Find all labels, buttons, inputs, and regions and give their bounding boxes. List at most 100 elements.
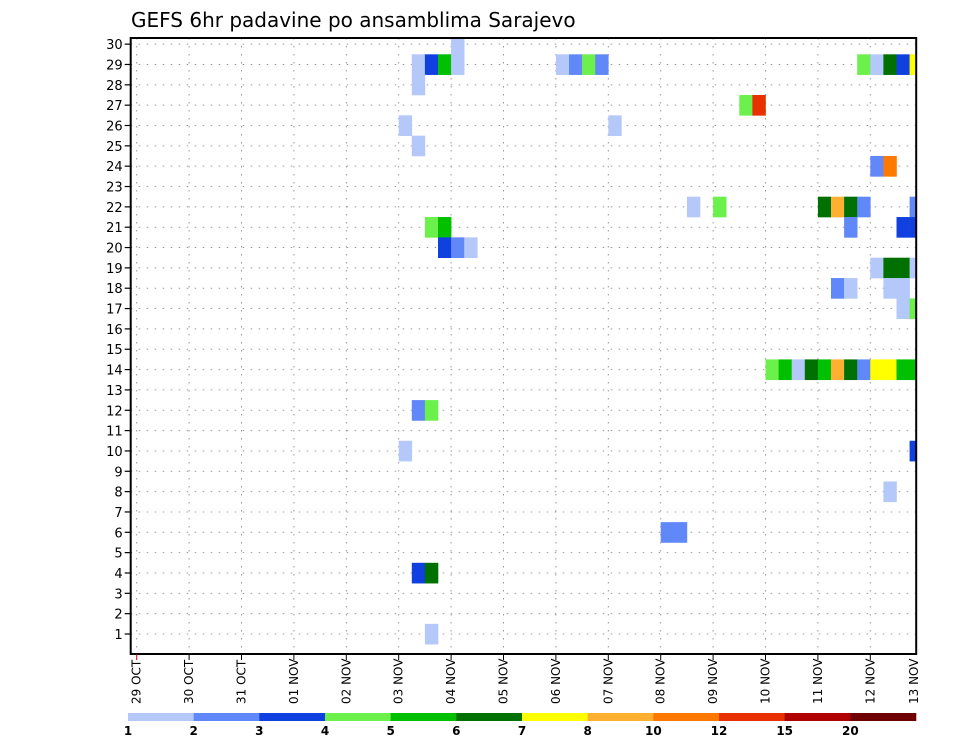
heatmap-cell — [844, 196, 858, 218]
heatmap-cell — [765, 359, 779, 381]
heatmap-cell — [739, 94, 753, 116]
heatmap-cell — [411, 74, 426, 96]
x-tick-label: 31 OCT — [235, 659, 249, 704]
colorbar-swatch — [522, 713, 588, 721]
y-tick-label: 17 — [106, 303, 123, 318]
heatmap-cell — [909, 217, 917, 238]
y-tick-label: 19 — [106, 262, 123, 277]
y-tick-label: 25 — [106, 140, 123, 155]
x-tick-label: 13 NOV — [907, 658, 921, 704]
heatmap-cell — [870, 54, 884, 75]
heatmap-cell — [424, 400, 439, 421]
heatmap-cell — [451, 54, 465, 75]
heatmap-cell — [883, 481, 897, 503]
y-tick-label: 28 — [106, 79, 123, 94]
x-tick-label: 29 OCT — [130, 659, 144, 704]
x-tick-label: 08 NOV — [654, 658, 668, 704]
heatmap-cell — [896, 278, 910, 299]
heatmap-cell — [713, 196, 727, 218]
heatmap-cell — [411, 400, 426, 421]
heatmap-cell — [752, 94, 766, 116]
heatmap-cell — [424, 54, 439, 75]
colorbar-label: 1 — [124, 724, 132, 738]
heatmap-cell — [883, 257, 897, 279]
y-tick-label: 20 — [106, 242, 123, 257]
y-tick-label: 22 — [106, 201, 123, 216]
colorbar-label: 12 — [711, 724, 728, 738]
colorbar-swatch — [850, 713, 917, 721]
heatmap-cell — [831, 359, 845, 381]
heatmap-cell — [870, 257, 884, 279]
y-tick-label: 24 — [106, 160, 123, 175]
heatmap-cell — [817, 196, 832, 218]
heatmap-cell — [411, 54, 426, 75]
colorbar-label: 20 — [842, 724, 859, 738]
x-tick-label: 11 NOV — [811, 658, 825, 704]
grid-lines — [130, 38, 917, 654]
y-tick-label: 9 — [114, 465, 122, 480]
x-tick-label: 10 NOV — [759, 658, 773, 704]
colorbar-legend: 1 2 3 4 5 6 7 8 10 12 15 20 — [124, 713, 917, 738]
heatmap-cell — [595, 54, 609, 75]
heatmap-cell — [451, 38, 465, 55]
heatmap-cell — [883, 359, 897, 381]
heatmap-cell — [883, 54, 897, 75]
x-tick-label: 04 NOV — [444, 658, 458, 704]
heatmap-cell — [438, 54, 452, 75]
x-axis: 29 OCT 30 OCT 31 OCT 01 NOV 02 NOV 03 NOV 04 N… — [130, 654, 921, 704]
y-tick-label: 5 — [114, 547, 122, 562]
x-tick-label: 02 NOV — [339, 658, 353, 704]
heatmap-cell — [831, 196, 845, 218]
heatmap-cell — [857, 54, 871, 75]
x-tick-label: 12 NOV — [863, 658, 877, 704]
heatmap-cell — [582, 54, 596, 75]
y-tick-label: 21 — [106, 221, 123, 236]
colorbar-swatch — [784, 713, 851, 721]
heatmap-cell — [870, 156, 884, 177]
heatmap-cell — [909, 196, 917, 218]
heatmap-cell — [844, 217, 858, 238]
heatmap-cell — [398, 115, 413, 136]
colorbar-label: 6 — [452, 724, 460, 738]
colorbar-label: 4 — [321, 724, 329, 738]
colorbar-swatch — [193, 713, 260, 721]
heatmap-cell — [857, 359, 871, 381]
heatmap-cell — [883, 278, 897, 299]
colorbar-swatch — [128, 713, 194, 721]
heatmap-cell — [896, 298, 910, 320]
heatmap-cell — [398, 440, 413, 462]
y-tick-label: 15 — [106, 343, 123, 358]
chart-title: GEFS 6hr padavine po ansamblima Sarajevo — [131, 8, 576, 32]
y-tick-label: 3 — [114, 587, 122, 602]
heatmap-cell — [909, 359, 917, 381]
heatmap-cell — [438, 217, 452, 238]
x-tick-label: 09 NOV — [706, 658, 720, 704]
heatmap-cell — [870, 359, 884, 381]
colorbar-swatch — [456, 713, 523, 721]
y-tick-label: 11 — [106, 425, 123, 440]
x-tick-label: 01 NOV — [287, 658, 301, 704]
x-tick-label: 03 NOV — [392, 658, 406, 704]
colorbar-swatch — [325, 713, 391, 721]
colorbar-swatch — [653, 713, 720, 721]
y-tick-label: 18 — [106, 282, 123, 297]
heatmap-cell — [909, 54, 917, 75]
heatmap-cell — [569, 54, 583, 75]
heatmap-cell — [438, 237, 452, 259]
heatmap-cell — [451, 237, 465, 259]
y-tick-label: 13 — [106, 384, 123, 399]
colorbar-label: 2 — [189, 724, 197, 738]
heatmap-cell — [424, 217, 439, 238]
colorbar-swatch — [719, 713, 785, 721]
heatmap-cell — [909, 440, 917, 462]
colorbar-label: 15 — [776, 724, 793, 738]
colorbar-label: 10 — [645, 724, 662, 738]
heatmap-cell — [896, 217, 910, 238]
heatmap-cell — [411, 562, 426, 584]
heatmap-cell — [909, 298, 917, 320]
heatmap-cell — [896, 257, 910, 279]
heatmap-cell — [844, 278, 858, 299]
y-tick-label: 4 — [114, 567, 122, 582]
y-axis: 1234567891011121314151617181920212223242… — [106, 38, 131, 643]
heatmap-cell — [424, 562, 439, 584]
